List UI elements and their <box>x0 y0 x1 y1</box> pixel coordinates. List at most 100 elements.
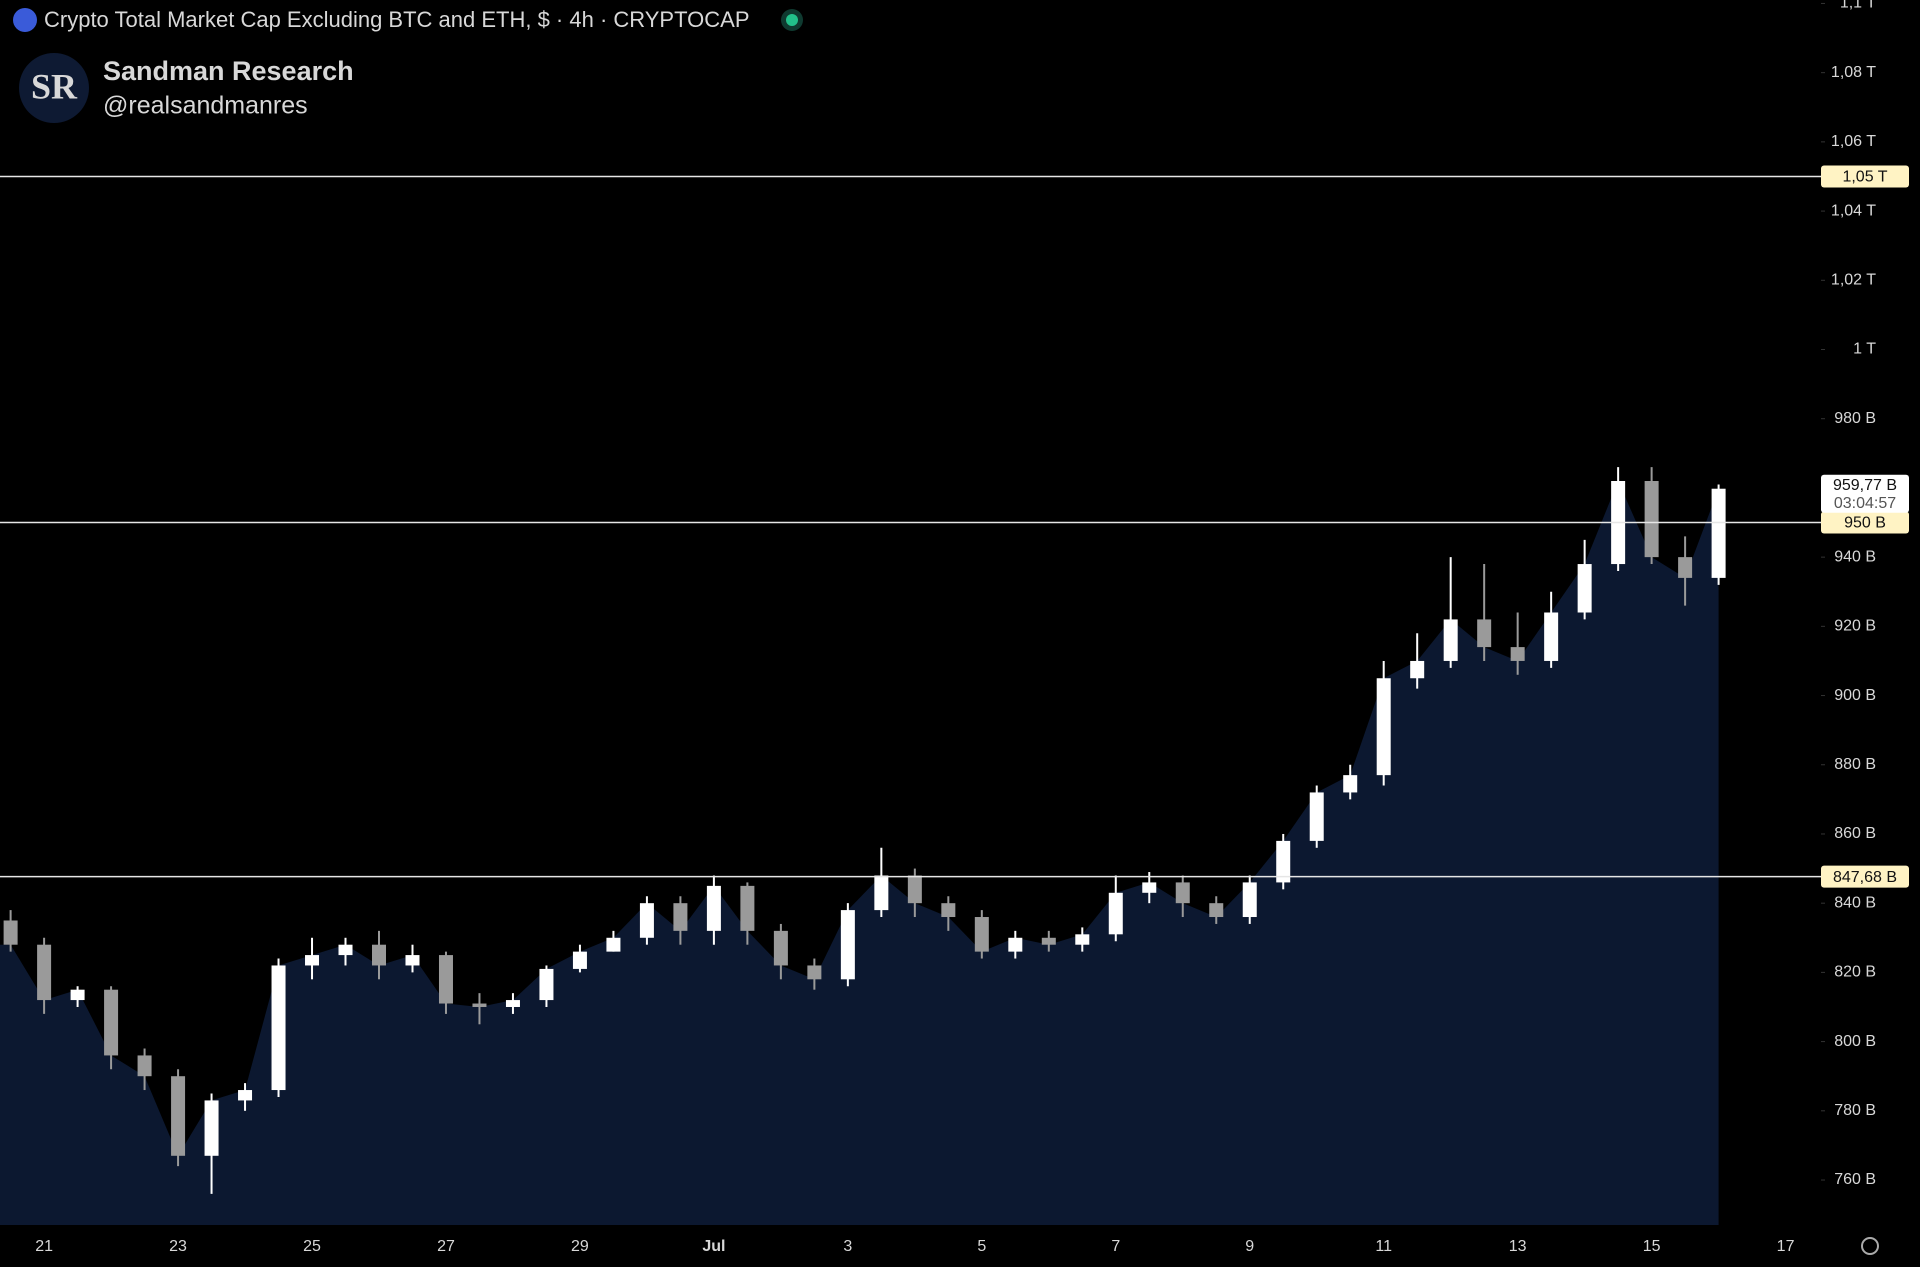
logo-circle <box>19 53 89 123</box>
y-tick-label: 1,04 T <box>1831 202 1876 219</box>
price-label: 959,77 B <box>1833 477 1897 494</box>
candle-body <box>1644 481 1659 558</box>
candle-body <box>907 875 922 904</box>
candle-body <box>1008 937 1023 952</box>
candle-body <box>639 903 654 938</box>
chart-title: Crypto Total Market Cap Excluding BTC an… <box>44 7 750 32</box>
candle-body <box>405 955 420 966</box>
candle-body <box>807 965 822 980</box>
x-tick-label: 9 <box>1245 1238 1254 1255</box>
candle-body <box>606 937 621 952</box>
candle-body <box>1343 775 1358 793</box>
candle-body <box>137 1055 152 1077</box>
y-tick-label: 1 T <box>1853 341 1876 358</box>
candle-body <box>1410 660 1425 679</box>
x-axis-band <box>0 1225 1920 1267</box>
level-tag <box>1821 165 1909 188</box>
candle-body <box>1711 488 1726 578</box>
candle-body <box>740 885 755 931</box>
candle-body <box>3 920 18 945</box>
candle-body <box>1209 903 1224 918</box>
y-tick-label: 900 B <box>1834 687 1876 704</box>
x-tick-label: 29 <box>571 1238 589 1255</box>
candle-body <box>505 1000 520 1007</box>
author-name: Sandman Research <box>103 56 354 86</box>
x-tick-label: 27 <box>437 1238 455 1255</box>
y-tick-label: 940 B <box>1834 548 1876 565</box>
candle-body <box>372 944 386 966</box>
status-dot <box>786 14 798 26</box>
candle-body <box>1678 557 1693 578</box>
y-tick-label: 920 B <box>1834 618 1876 635</box>
countdown: 03:04:57 <box>1834 495 1896 512</box>
candle-body <box>1577 564 1592 613</box>
candle-body <box>840 910 855 980</box>
x-tick-label: 15 <box>1643 1238 1661 1255</box>
level-tag <box>1821 865 1909 888</box>
candle-body <box>472 1003 487 1007</box>
candle-body <box>271 965 286 1091</box>
x-tick-label: 21 <box>35 1238 53 1255</box>
candle-body <box>572 951 587 969</box>
candle-body <box>1309 792 1324 841</box>
candle-body <box>1142 882 1157 893</box>
candle-body <box>974 917 989 952</box>
x-tick-label: 25 <box>303 1238 321 1255</box>
candle-body <box>1510 647 1525 661</box>
candle-body <box>1175 882 1190 904</box>
author-handle: @realsandmanres <box>103 92 308 120</box>
x-tick-label: 3 <box>843 1238 852 1255</box>
candle-body <box>338 944 353 956</box>
candle-body <box>238 1090 253 1101</box>
candle-body <box>1443 619 1458 661</box>
candle-body <box>37 944 52 1001</box>
y-tick-label: 780 B <box>1834 1102 1876 1119</box>
x-tick-label: 7 <box>1111 1238 1120 1255</box>
y-tick-label: 1,02 T <box>1831 272 1876 289</box>
candle-body <box>204 1100 219 1156</box>
level-label: 950 B <box>1844 515 1886 532</box>
candle-body <box>1477 619 1492 648</box>
y-tick-label: 860 B <box>1834 825 1876 842</box>
candle-body <box>1041 937 1056 945</box>
level-tag <box>1821 511 1909 534</box>
settings-icon <box>1861 1237 1879 1255</box>
candle-body <box>1242 882 1257 918</box>
candle-body <box>874 875 889 911</box>
candle-body <box>706 885 721 931</box>
y-tick-label: 980 B <box>1834 410 1876 427</box>
area <box>0 481 1719 1225</box>
y-tick-label: 840 B <box>1834 894 1876 911</box>
candle-body <box>438 955 453 1004</box>
x-tick-label: 23 <box>169 1238 187 1255</box>
y-tick-label: 760 B <box>1834 1171 1876 1188</box>
symbol-icon <box>13 8 37 32</box>
level-label: 847,68 B <box>1833 869 1897 886</box>
x-tick-label: 13 <box>1509 1238 1527 1255</box>
logo-text: SR <box>31 66 78 106</box>
candle-body <box>773 930 788 966</box>
y-tick-label: 800 B <box>1834 1033 1876 1050</box>
candle-body <box>1276 840 1291 883</box>
candle-body <box>104 989 119 1056</box>
candle-body <box>1108 892 1123 935</box>
candle-body <box>1075 934 1090 945</box>
x-tick-label: 5 <box>977 1238 986 1255</box>
level-label: 1,05 T <box>1842 169 1887 186</box>
y-tick-label: 880 B <box>1834 756 1876 773</box>
candle-body <box>305 955 320 966</box>
y-tick-label: 820 B <box>1834 964 1876 981</box>
candle-body <box>539 968 554 1001</box>
y-tick-label: 1,1 T <box>1840 0 1876 12</box>
price-tag <box>1821 474 1909 513</box>
y-tick-label: 1,08 T <box>1831 64 1876 81</box>
x-tick-label: 17 <box>1777 1238 1795 1255</box>
candle-body <box>171 1076 186 1156</box>
candle-body <box>1376 678 1391 776</box>
candle-body <box>1544 612 1559 661</box>
candle-body <box>70 989 85 1001</box>
y-tick-label: 1,06 T <box>1831 133 1876 150</box>
x-tick-label: 11 <box>1375 1238 1392 1255</box>
